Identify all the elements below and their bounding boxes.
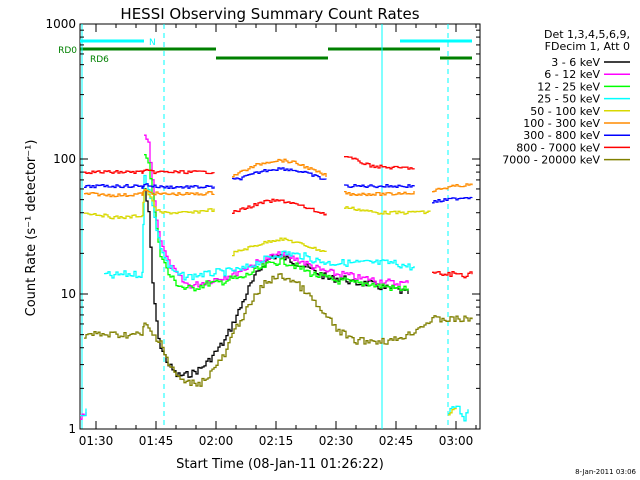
legend-label: 3 - 6 keV bbox=[551, 56, 600, 69]
series-lines bbox=[80, 134, 473, 422]
flag-label: RD0 bbox=[58, 46, 77, 56]
x-tick-label: 01:30 bbox=[79, 434, 114, 448]
x-tick-label: 03:00 bbox=[439, 434, 474, 448]
vertical-markers bbox=[81, 24, 449, 429]
legend-label: 6 - 12 keV bbox=[544, 68, 600, 81]
flag-label: RD6 bbox=[90, 55, 109, 65]
series-line-100-300-kev bbox=[84, 158, 473, 198]
series-line-50-100-kev bbox=[84, 188, 457, 416]
legend-header-line-1: Det 1,3,4,5,6,9, bbox=[544, 28, 630, 41]
chart-title: HESSI Observing Summary Count Rates bbox=[120, 5, 419, 23]
series-line-12-25-kev bbox=[144, 154, 409, 292]
mode-flags: N RD0 RD6 bbox=[58, 38, 472, 65]
flag-label: N bbox=[149, 38, 156, 48]
legend-label: 100 - 300 keV bbox=[523, 117, 600, 130]
plot-frame bbox=[79, 23, 481, 430]
legend-label: 12 - 25 keV bbox=[537, 80, 600, 93]
x-axis-ticks: 01:30 01:45 02:00 02:15 02:30 02:45 03:00 bbox=[79, 24, 477, 448]
x-tick-label: 02:15 bbox=[259, 434, 294, 448]
x-tick-label: 01:45 bbox=[139, 434, 174, 448]
x-tick-label: 02:45 bbox=[379, 434, 414, 448]
x-tick-label: 02:00 bbox=[199, 434, 234, 448]
y-tick-label: 1 bbox=[68, 422, 76, 436]
y-axis-label: Count Rate (s⁻¹ detector⁻¹) bbox=[24, 140, 39, 317]
x-tick-label: 02:30 bbox=[319, 434, 354, 448]
series-line-800-7000-kev bbox=[84, 155, 473, 279]
y-tick-label: 1000 bbox=[45, 17, 76, 31]
plot-area: N RD0 RD6 01:30 01:45 02:00 02:15 02:30 02:45 03… bbox=[45, 17, 481, 448]
legend-label: 50 - 100 keV bbox=[530, 105, 600, 118]
y-tick-label: 10 bbox=[61, 287, 76, 301]
series-line-7000-20000-kev bbox=[84, 273, 473, 387]
y-tick-label: 100 bbox=[53, 152, 76, 166]
y-axis-ticks: 1 10 100 1000 bbox=[45, 17, 480, 436]
legend-label: 25 - 50 keV bbox=[537, 93, 600, 106]
legend: Det 1,3,4,5,6,9, FDecim 1, Att 0 3 - 6 k… bbox=[502, 28, 630, 167]
legend-header-line-2: FDecim 1, Att 0 bbox=[545, 40, 630, 53]
legend-label: 7000 - 20000 keV bbox=[502, 154, 600, 167]
x-axis-label: Start Time (08-Jan-11 01:26:22) bbox=[176, 457, 384, 472]
legend-label: 300 - 800 keV bbox=[523, 129, 600, 142]
series-line-25-50-kev bbox=[80, 174, 469, 422]
series-line-300-800-kev bbox=[84, 167, 473, 204]
footer-date: 8-Jan-2011 03:06 bbox=[575, 468, 636, 476]
legend-label: 800 - 7000 keV bbox=[516, 141, 600, 154]
